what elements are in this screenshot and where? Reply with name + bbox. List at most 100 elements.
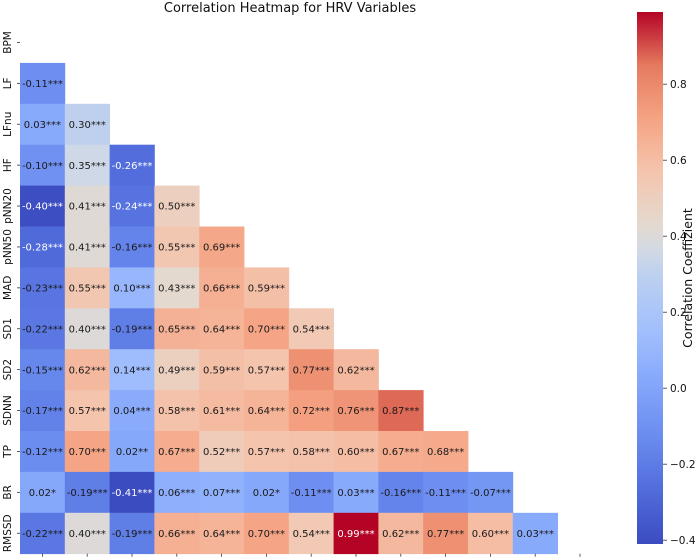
heatmap-cell (333, 431, 379, 473)
y-tick-label: pNN20 (2, 188, 14, 224)
heatmap-cell (20, 308, 66, 350)
colorbar-tick-label: 0.0 (670, 383, 687, 395)
cell-value-label: 0.14*** (113, 365, 150, 376)
y-tick-label: RMSSD (2, 514, 14, 552)
cell-value-label: 0.61*** (203, 406, 240, 417)
y-tick-label: SD1 (2, 318, 14, 339)
cell-value-label: 0.52*** (203, 447, 240, 458)
cell-value-label: 0.60*** (337, 447, 374, 458)
colorbar-gradient (637, 12, 663, 544)
heatmap-cell (20, 431, 66, 473)
cell-value-label: -0.24*** (112, 202, 153, 213)
heatmap-cell (20, 390, 66, 432)
heatmap-cell (378, 471, 424, 514)
y-tick-label: BPM (2, 31, 14, 54)
y-tick-label: SD2 (2, 359, 14, 380)
y-tick-label: pNN50 (2, 229, 14, 265)
y-tick-label: SDNN (2, 395, 14, 425)
colorbar-tick-label: 0.4 (670, 231, 687, 243)
heatmap-cell (109, 512, 155, 555)
y-tick-label: LF (2, 77, 14, 89)
cell-value-label: -0.11*** (425, 488, 466, 499)
heatmap-cell (288, 512, 334, 555)
colorbar-label: Correlation Coeffizient (680, 208, 695, 348)
heatmap-cell (154, 267, 200, 309)
cell-value-label: 0.60*** (472, 529, 509, 540)
heatmap-cell (244, 267, 290, 309)
cell-value-label: 0.58*** (293, 447, 330, 458)
cell-value-label: -0.16*** (112, 243, 153, 254)
cell-value-label: -0.40*** (22, 202, 63, 213)
heatmap-cell (64, 185, 110, 227)
heatmap-cell (154, 471, 200, 514)
heatmap-cell (20, 349, 66, 391)
cell-value-label: -0.22*** (22, 324, 63, 335)
heatmap-cell (468, 512, 514, 555)
cell-value-label: -0.12*** (22, 447, 63, 458)
heatmap-cell (423, 512, 469, 555)
cell-value-label: -0.07*** (470, 488, 511, 499)
colorbar-tick-label: 0.8 (670, 79, 687, 91)
cell-value-label: -0.22*** (22, 529, 63, 540)
heatmap-cell (288, 308, 334, 350)
colorbar: −0.4 −0.2 0.0 0.2 0.4 0.6 0.8 Correlation Coeff… (637, 12, 696, 547)
heatmap-cell (64, 144, 110, 186)
heatmap-cell (288, 349, 334, 391)
colorbar-tick-label: 0.6 (670, 155, 687, 167)
cell-value-label: -0.11*** (291, 488, 332, 499)
heatmap-cell (109, 267, 155, 309)
heatmap-cell (64, 267, 110, 309)
cell-value-label: 0.50*** (158, 202, 195, 213)
cell-value-label: 0.55*** (158, 243, 195, 254)
cell-value-label: 0.66*** (158, 529, 195, 540)
cell-value-label: -0.28*** (22, 243, 63, 254)
heatmap-cell (333, 512, 379, 555)
cell-value-label: -0.19*** (67, 488, 108, 499)
cell-value-label: 0.58*** (158, 406, 195, 417)
heatmap-cell (333, 349, 379, 391)
y-tick-label: TP (2, 445, 14, 459)
cell-value-label: 0.87*** (382, 406, 419, 417)
cell-value-label: 0.65*** (158, 324, 195, 335)
cell-value-label: 0.06*** (158, 488, 195, 499)
cell-value-label: 0.70*** (248, 324, 285, 335)
heatmap-cell (199, 226, 245, 268)
cell-value-label: -0.16*** (380, 488, 421, 499)
cell-value-label: 0.62*** (382, 529, 419, 540)
heatmap-cell (244, 349, 290, 391)
heatmap-cell (199, 390, 245, 432)
cell-value-label: 0.67*** (158, 447, 195, 458)
heatmap-cell (64, 349, 110, 391)
heatmap-cell (244, 512, 290, 555)
cell-value-label: -0.26*** (112, 161, 153, 172)
cell-value-label: 0.35*** (69, 161, 106, 172)
heatmap-cell (288, 471, 334, 514)
cell-value-label: -0.17*** (22, 406, 63, 417)
cell-value-label: 0.07*** (203, 488, 240, 499)
y-axis-tick-labels: BPM LF LFnu HF pNN20 pNN50 MAD SD1 SD2 SDNN TP BR RM… (2, 31, 20, 552)
heatmap-cell (154, 226, 200, 268)
heatmap-cell (20, 471, 66, 514)
heatmap-cell (423, 471, 469, 514)
cell-value-label: 0.04*** (113, 406, 150, 417)
cell-value-label: -0.10*** (22, 161, 63, 172)
colorbar-tick-label: −0.2 (670, 459, 696, 471)
cell-value-label: 0.64*** (248, 406, 285, 417)
cell-value-label: 0.49*** (158, 365, 195, 376)
colorbar-tick-label: 0.2 (670, 307, 687, 319)
heatmap-cell (20, 267, 66, 309)
colorbar-tick-label: −0.4 (670, 535, 696, 547)
cell-value-label: 0.77*** (427, 529, 464, 540)
cell-value-label: 0.66*** (203, 283, 240, 294)
cell-value-label: 0.03*** (517, 529, 554, 540)
heatmap-cell (199, 431, 245, 473)
heatmap-cell (20, 103, 66, 146)
heatmap-cell (512, 512, 558, 555)
cell-value-label: 0.40*** (69, 324, 106, 335)
heatmap-cell (109, 144, 155, 186)
heatmap-cell (109, 185, 155, 227)
cell-value-label: 0.02* (253, 488, 280, 499)
cell-value-label: -0.23*** (22, 283, 63, 294)
heatmap-cell (109, 431, 155, 473)
heatmap-cell (154, 349, 200, 391)
